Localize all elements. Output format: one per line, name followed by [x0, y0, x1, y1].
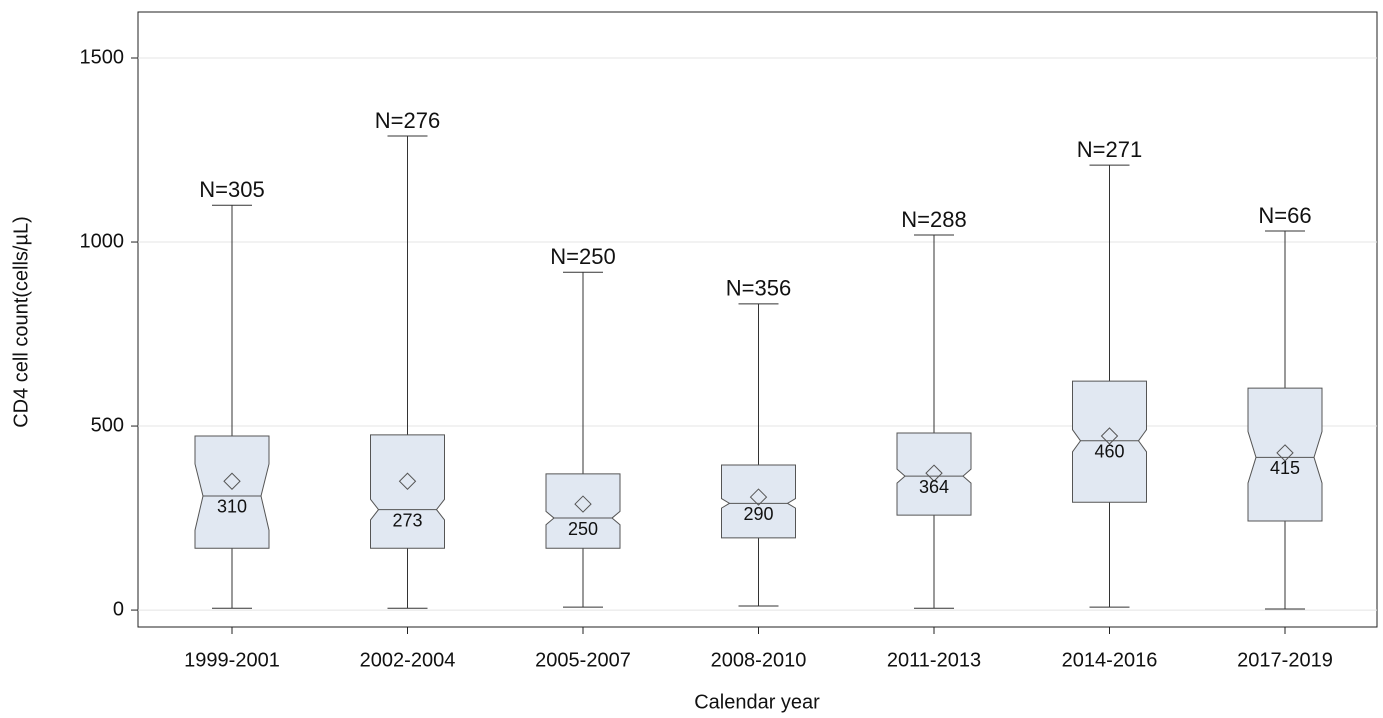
- median-label: 364: [919, 477, 949, 497]
- mean-marker: [398, 472, 417, 490]
- median-label: 460: [1094, 442, 1124, 462]
- x-tick-label: 2002-2004: [360, 649, 456, 671]
- box: [1247, 387, 1323, 522]
- mean-marker: [1276, 444, 1294, 462]
- mean-marker: [574, 495, 592, 513]
- box: [545, 473, 621, 549]
- median-label: 415: [1270, 458, 1300, 478]
- x-tick-label: 2008-2010: [711, 649, 807, 671]
- x-tick-label: 2014-2016: [1062, 649, 1158, 671]
- median-label: 273: [392, 510, 422, 530]
- mean-marker: [925, 464, 943, 482]
- median-label: 310: [217, 497, 247, 517]
- n-label: N=271: [1077, 137, 1142, 162]
- y-axis-label: CD4 cell count(cells/µL): [10, 216, 32, 428]
- n-label: N=66: [1258, 203, 1311, 228]
- x-tick-label: 2017-2019: [1237, 649, 1333, 671]
- y-tick-label: 1000: [80, 230, 125, 252]
- x-tick-label: 2011-2013: [887, 649, 981, 671]
- n-label: N=305: [199, 177, 264, 202]
- n-label: N=250: [550, 244, 615, 269]
- box: [370, 434, 445, 549]
- n-label: N=356: [726, 276, 791, 301]
- median-label: 250: [568, 519, 598, 539]
- box: [721, 464, 796, 539]
- x-tick-label: 2005-2007: [535, 649, 631, 671]
- mean-marker: [749, 488, 768, 506]
- x-axis-label: Calendar year: [694, 691, 820, 713]
- box: [1072, 380, 1147, 503]
- x-tick-label: 1999-2001: [184, 649, 280, 671]
- median-label: 290: [743, 504, 773, 524]
- mean-marker: [1100, 427, 1119, 445]
- y-tick-label: 0: [113, 598, 124, 620]
- y-tick-label: 1500: [80, 46, 125, 68]
- mean-marker: [223, 472, 241, 490]
- y-tick-label: 500: [91, 414, 124, 436]
- n-label: N=288: [901, 207, 966, 232]
- box: [194, 435, 270, 549]
- box: [896, 432, 972, 516]
- n-label: N=276: [375, 108, 440, 133]
- plot-frame: [137, 11, 1378, 628]
